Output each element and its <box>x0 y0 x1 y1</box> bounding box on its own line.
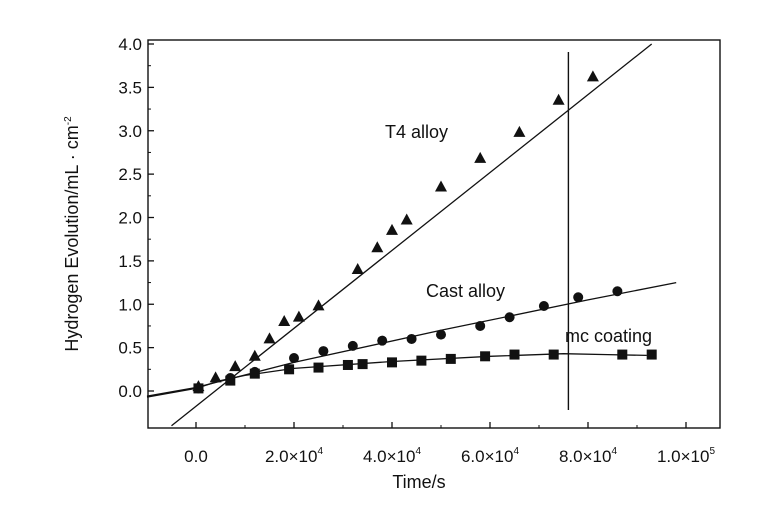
triangle-marker <box>292 310 305 322</box>
x-tick-mantissa: 0.0 <box>184 447 208 466</box>
triangle-marker <box>351 262 364 274</box>
y-axis-title-sup: -2 <box>63 116 74 125</box>
x-axis-title: Time/s <box>392 472 445 492</box>
series-label-mc-coating: mc coating <box>565 326 652 346</box>
square-marker <box>387 357 397 368</box>
triangle-marker <box>552 93 565 105</box>
fit-line-triangle <box>171 43 653 427</box>
circle-marker <box>377 335 388 346</box>
x-tick-label: 1.0×105 <box>657 446 715 466</box>
triangle-marker <box>312 299 325 311</box>
square-marker <box>357 359 368 370</box>
fit-lines <box>146 43 677 427</box>
x-tick-mantissa: 4.0×10 <box>363 447 415 466</box>
y-tick-label: 4.0 <box>118 35 142 54</box>
y-tick-label: 2.0 <box>118 209 142 228</box>
y-tick-label: 0.5 <box>118 339 142 358</box>
y-tick-label: 0.0 <box>118 382 142 401</box>
x-tick-mantissa: 2.0×10 <box>265 447 317 466</box>
circle-marker <box>504 312 515 323</box>
square-marker <box>617 349 628 360</box>
x-tick-exponent: 4 <box>611 446 617 457</box>
series-label-t4-alloy: T4 alloy <box>385 122 448 142</box>
square-marker <box>548 349 559 360</box>
y-axis-title-main: Hydrogen Evolution/mL · cm <box>62 125 82 351</box>
plot-frame <box>147 39 721 429</box>
x-tick-label: 8.0×104 <box>559 446 617 466</box>
x-tick-exponent: 4 <box>415 446 421 457</box>
circle-marker <box>406 333 417 344</box>
square-marker <box>342 359 353 370</box>
triangle-marker <box>586 70 599 82</box>
axis-ticks: 0.00.51.01.52.02.53.03.54.00.0 2.0×104 4.0… <box>118 35 715 466</box>
square-marker <box>313 362 324 373</box>
triangle-marker <box>278 315 291 326</box>
circle-marker <box>436 329 446 340</box>
y-tick-label: 3.0 <box>118 122 142 141</box>
square-marker <box>416 355 427 366</box>
square-marker <box>225 375 236 386</box>
y-tick-label: 2.5 <box>118 165 142 184</box>
x-tick-mantissa: 8.0×10 <box>559 447 611 466</box>
square-marker <box>193 383 204 394</box>
x-tick-mantissa: 1.0×10 <box>657 447 709 466</box>
y-axis-title: Hydrogen Evolution/mL · cm-2 <box>62 116 82 352</box>
triangle-marker <box>263 332 276 344</box>
x-tick-exponent: 4 <box>513 446 519 457</box>
series-label-cast-alloy: Cast alloy <box>426 281 505 301</box>
square-marker <box>284 364 295 375</box>
square-marker <box>445 353 456 364</box>
triangle-marker <box>229 360 242 372</box>
triangle-marker <box>371 241 384 253</box>
x-tick-exponent: 5 <box>709 446 715 457</box>
x-tick-label: 0.0 <box>184 447 208 466</box>
x-tick-exponent: 4 <box>317 446 323 457</box>
circle-marker <box>289 353 299 364</box>
x-tick-label: 2.0×104 <box>265 446 323 466</box>
triangle-marker <box>248 349 261 361</box>
x-tick-label: 4.0×104 <box>363 446 421 466</box>
square-marker <box>480 351 491 362</box>
circle-marker <box>538 300 549 311</box>
circle-marker <box>573 292 584 303</box>
circle-marker <box>612 286 623 297</box>
x-tick-mantissa: 6.0×10 <box>461 447 513 466</box>
square-marker <box>509 349 520 360</box>
square-marker <box>249 368 260 379</box>
data-markers <box>192 70 657 394</box>
triangle-marker <box>400 213 413 225</box>
square-marker <box>646 349 657 360</box>
circle-marker <box>475 320 486 331</box>
triangle-marker <box>209 371 222 383</box>
fit-line-circle <box>146 281 677 397</box>
y-tick-label: 3.5 <box>118 78 142 97</box>
y-tick-label: 1.5 <box>118 252 142 271</box>
triangle-marker <box>386 223 398 235</box>
circle-marker <box>318 346 329 357</box>
triangle-marker <box>474 151 487 163</box>
x-tick-label: 6.0×104 <box>461 446 519 466</box>
triangle-marker <box>513 125 526 137</box>
circle-marker <box>347 340 358 351</box>
triangle-marker <box>435 180 447 192</box>
y-tick-label: 1.0 <box>118 295 142 314</box>
